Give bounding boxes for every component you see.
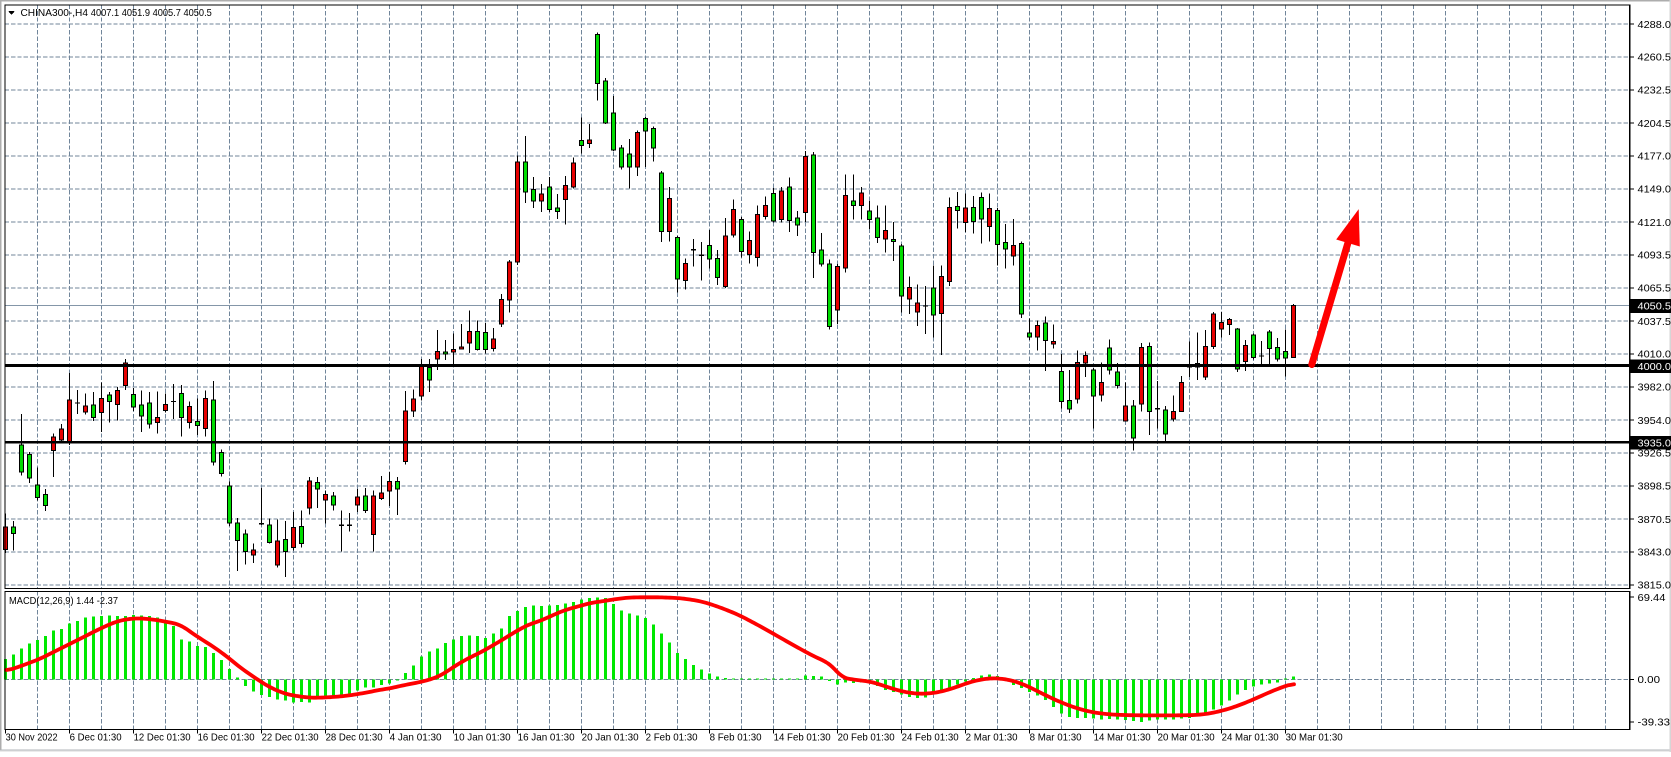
svg-text:4010.0: 4010.0 <box>1638 349 1671 361</box>
svg-text:2 Mar 01:30: 2 Mar 01:30 <box>966 732 1018 744</box>
svg-text:0.00: 0.00 <box>1638 674 1661 686</box>
svg-text:4093.5: 4093.5 <box>1638 250 1671 262</box>
svg-text:8 Mar 01:30: 8 Mar 01:30 <box>1030 732 1082 744</box>
svg-text:4000.0: 4000.0 <box>1638 361 1671 373</box>
svg-text:4121.0: 4121.0 <box>1638 217 1671 229</box>
svg-text:14 Feb 01:30: 14 Feb 01:30 <box>774 732 831 744</box>
svg-text:30 Mar 01:30: 30 Mar 01:30 <box>1286 732 1343 744</box>
svg-text:24 Mar 01:30: 24 Mar 01:30 <box>1222 732 1279 744</box>
svg-text:MACD(12,26,9) 1.44 -2.37: MACD(12,26,9) 1.44 -2.37 <box>9 595 118 607</box>
svg-text:8 Feb 01:30: 8 Feb 01:30 <box>710 732 762 744</box>
svg-text:10 Jan 01:30: 10 Jan 01:30 <box>454 732 511 744</box>
svg-text:12 Dec 01:30: 12 Dec 01:30 <box>134 732 191 744</box>
svg-text:-39.33: -39.33 <box>1638 717 1671 729</box>
svg-text:4204.5: 4204.5 <box>1638 118 1671 130</box>
svg-text:69.44: 69.44 <box>1638 592 1666 604</box>
svg-text:4177.0: 4177.0 <box>1638 151 1671 163</box>
svg-text:4050.5: 4050.5 <box>1638 301 1671 313</box>
svg-text:3935.0: 3935.0 <box>1638 438 1671 450</box>
svg-text:22 Dec 01:30: 22 Dec 01:30 <box>262 732 319 744</box>
svg-text:30 Nov 2022: 30 Nov 2022 <box>6 732 58 744</box>
svg-text:20 Mar 01:30: 20 Mar 01:30 <box>1158 732 1215 744</box>
svg-text:4 Jan 01:30: 4 Jan 01:30 <box>390 732 442 744</box>
svg-text:4260.5: 4260.5 <box>1638 52 1671 64</box>
svg-text:4037.5: 4037.5 <box>1638 316 1671 328</box>
svg-text:16 Jan 01:30: 16 Jan 01:30 <box>518 732 575 744</box>
svg-text:4065.5: 4065.5 <box>1638 283 1671 295</box>
svg-text:3843.0: 3843.0 <box>1638 547 1671 559</box>
svg-text:24 Feb 01:30: 24 Feb 01:30 <box>902 732 959 744</box>
svg-text:4288.0: 4288.0 <box>1638 19 1671 31</box>
svg-text:4007.1 4051.9 4005.7 4050.5: 4007.1 4051.9 4005.7 4050.5 <box>91 7 212 19</box>
svg-text:3870.5: 3870.5 <box>1638 514 1671 526</box>
svg-text:4232.5: 4232.5 <box>1638 85 1671 97</box>
svg-text:16 Dec 01:30: 16 Dec 01:30 <box>198 732 255 744</box>
svg-text:CHINA300-,H4: CHINA300-,H4 <box>21 7 89 19</box>
svg-text:3898.5: 3898.5 <box>1638 481 1671 493</box>
svg-text:20 Feb 01:30: 20 Feb 01:30 <box>838 732 895 744</box>
svg-text:6 Dec 01:30: 6 Dec 01:30 <box>70 732 122 744</box>
svg-text:2 Feb 01:30: 2 Feb 01:30 <box>646 732 698 744</box>
svg-text:3982.0: 3982.0 <box>1638 382 1671 394</box>
svg-text:14 Mar 01:30: 14 Mar 01:30 <box>1094 732 1151 744</box>
svg-text:3815.0: 3815.0 <box>1638 580 1671 592</box>
svg-text:4149.0: 4149.0 <box>1638 184 1671 196</box>
svg-text:3954.0: 3954.0 <box>1638 415 1671 427</box>
svg-text:28 Dec 01:30: 28 Dec 01:30 <box>326 732 383 744</box>
svg-text:20 Jan 01:30: 20 Jan 01:30 <box>582 732 639 744</box>
